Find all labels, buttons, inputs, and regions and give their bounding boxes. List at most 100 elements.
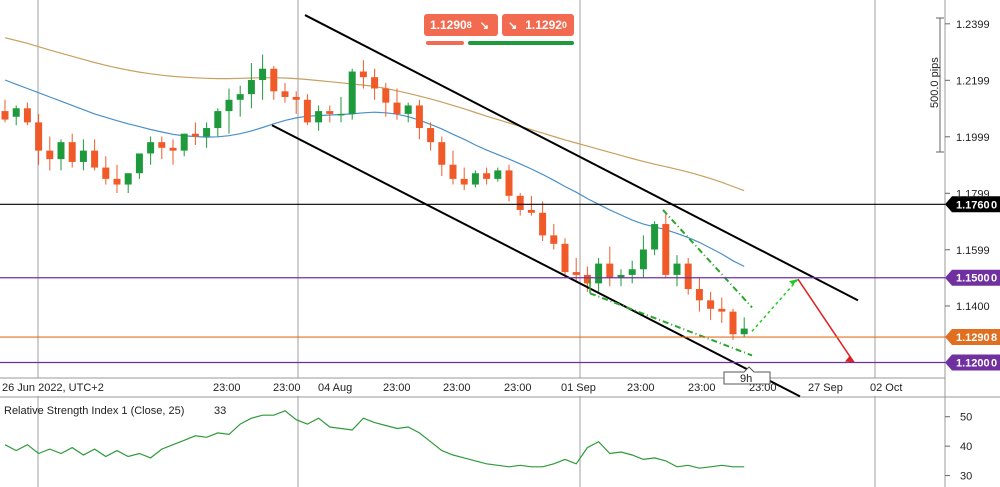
- time-axis[interactable]: 26 Jun 2022, UTC+2 23:00 23:00 04 Aug 23:00 2…: [2, 366, 902, 394]
- candle-body: [180, 133, 188, 151]
- ask-volume-bar: [468, 41, 574, 45]
- candle-body: [91, 150, 99, 168]
- candle-body: [57, 142, 65, 160]
- candle-body: [595, 263, 603, 284]
- rsi-line: [4, 410, 745, 469]
- candle-body: [483, 173, 491, 179]
- candle-body: [471, 173, 479, 185]
- ask-quote-button[interactable]: ↘ 1.1292 0: [502, 14, 574, 36]
- candle-body: [415, 105, 423, 129]
- time-tick-label: 27 Sep: [808, 382, 843, 394]
- candle-body: [606, 263, 614, 278]
- candle-body: [79, 150, 87, 162]
- candle-body: [23, 108, 31, 123]
- candle-body: [359, 71, 367, 78]
- candle-body: [12, 108, 20, 117]
- level-price-label: 1.1290: [956, 332, 990, 344]
- fast-moving-average-line: [4, 79, 745, 267]
- level-price-label: 1.1500: [956, 273, 990, 285]
- candle-body: [550, 235, 558, 244]
- level-price-label-small: 8: [991, 332, 997, 344]
- price-tick-label: 1.2199: [956, 75, 990, 87]
- projection-down-line: [797, 278, 854, 362]
- candle-body: [404, 105, 412, 114]
- price-levels: 1.1760 01.1500 01.1290 81.1200 0: [0, 196, 1000, 371]
- candle-body: [729, 311, 737, 335]
- candle-body: [695, 289, 703, 301]
- rsi-title: Relative Strength Index 1 (Close, 25): [4, 405, 184, 417]
- candle-body: [393, 102, 401, 114]
- candle-body: [225, 99, 233, 112]
- dashdot-trendline-upper: [662, 209, 753, 309]
- level-price-label-small: 0: [991, 273, 997, 285]
- candle-body: [292, 96, 300, 100]
- candle-body: [460, 178, 468, 185]
- candle-body: [427, 128, 435, 143]
- candle-body: [46, 150, 54, 160]
- price-tick-label: 1.1400: [956, 301, 990, 313]
- candle-body: [561, 243, 569, 273]
- channel-upper-line: [304, 14, 859, 302]
- candle-body: [203, 128, 211, 137]
- level-price-label-small: 0: [991, 199, 997, 211]
- time-marker-label: 9h: [740, 373, 752, 385]
- time-marker-box: [723, 366, 771, 385]
- candle-body: [617, 274, 625, 278]
- candle-body: [449, 164, 457, 179]
- candle-body: [707, 300, 715, 309]
- candle-body: [135, 153, 143, 174]
- candle-body: [348, 71, 356, 114]
- level-price-label: 1.1200: [956, 357, 990, 369]
- candle-body: [158, 142, 166, 148]
- candle-body: [315, 111, 323, 123]
- candle-body: [303, 99, 311, 123]
- candle-body: [281, 91, 289, 97]
- candle-body: [247, 80, 255, 95]
- candle-body: [337, 113, 345, 116]
- candle-body: [371, 77, 379, 89]
- candle-body: [169, 147, 177, 151]
- level-price-tag: [945, 329, 1000, 346]
- candle-body: [516, 195, 524, 210]
- level-price-tag: [945, 354, 1000, 371]
- bid-price: 1.1290: [430, 18, 467, 32]
- candle-body: [270, 68, 278, 92]
- projection-up-arrowhead: [789, 279, 798, 286]
- candle-body: [494, 170, 502, 179]
- price-tick-label: 1.1799: [956, 188, 990, 200]
- price-tick-label: 1.2399: [956, 19, 990, 31]
- bid-price-small: 8: [466, 20, 472, 30]
- candle-body: [651, 224, 659, 250]
- candle-body: [684, 263, 692, 290]
- channel-drawings: 500.0 pips: [271, 14, 944, 398]
- candle-body: [628, 269, 636, 275]
- time-tick-label: 02 Oct: [870, 382, 902, 394]
- time-tick-label: 23:00: [627, 382, 655, 394]
- candle-body: [259, 68, 267, 81]
- dashdot-trendline-lower: [589, 292, 753, 357]
- candle-body: [718, 308, 726, 312]
- price-tick-label: 1.1599: [956, 245, 990, 257]
- level-price-label-small: 0: [991, 357, 997, 369]
- price-axis[interactable]: 1.2399 1.2199 1.1999 1.1799 1.1599 1.1400: [945, 19, 990, 313]
- candle-body: [102, 167, 110, 179]
- ask-price: 1.1292: [525, 18, 562, 32]
- candle-body: [662, 224, 670, 275]
- time-tick-label: 23:00: [383, 382, 411, 394]
- candle-body: [527, 209, 535, 213]
- candle-body: [572, 272, 580, 275]
- candle-body: [382, 88, 390, 103]
- channel-lower-line: [271, 124, 801, 398]
- bid-quote-button[interactable]: 1.1290 8 ↘: [424, 14, 498, 36]
- time-tick-label: 23:00: [504, 382, 532, 394]
- candle-body: [438, 142, 446, 165]
- candle-body: [673, 263, 681, 275]
- candle-body: [583, 274, 591, 284]
- level-price-tag: [945, 196, 1000, 213]
- candle-body: [639, 249, 647, 270]
- projection-up-line: [751, 278, 799, 332]
- time-tick-label: 04 Aug: [318, 382, 352, 394]
- candle-body: [124, 173, 132, 185]
